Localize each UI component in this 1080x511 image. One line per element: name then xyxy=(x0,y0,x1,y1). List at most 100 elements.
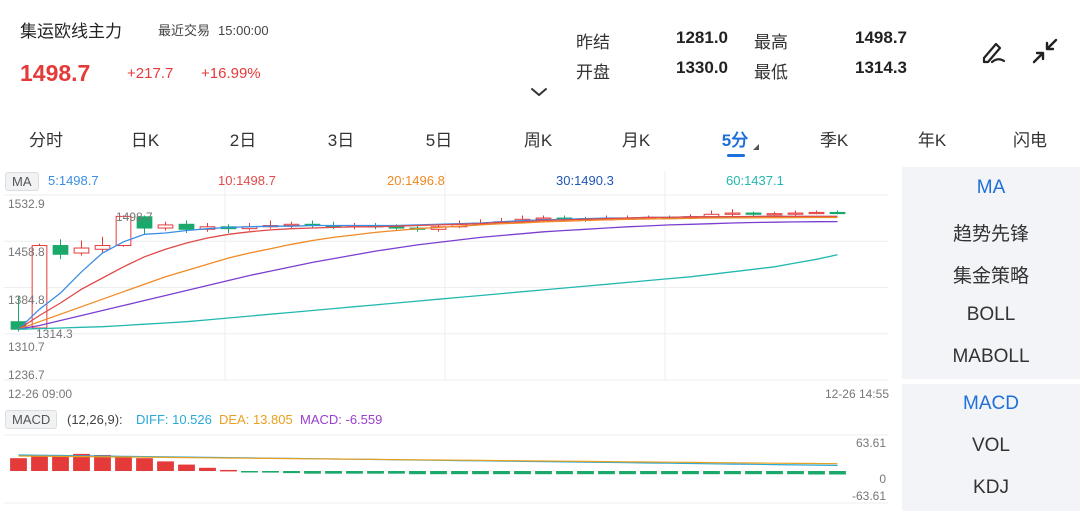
tab-5day[interactable]: 5日 xyxy=(425,131,453,150)
prev-settle-value: 1281.0 xyxy=(676,28,728,47)
indicator-ma[interactable]: MA xyxy=(976,177,1006,198)
kline-svg: 1532.9 1458.8 1384.8 1310.7 1236.7 1498.… xyxy=(4,171,889,504)
macd-bar xyxy=(535,471,552,475)
ma5-value: 5:1498.7 xyxy=(48,173,99,188)
macd-bar xyxy=(157,461,174,471)
instrument-title: 集运欧线主力 xyxy=(20,22,122,41)
ma-line-ma5 xyxy=(18,215,838,330)
candles xyxy=(10,209,846,332)
tab-5min[interactable]: 5分 xyxy=(721,131,749,150)
macd-diff: DIFF: 10.526 xyxy=(136,412,212,427)
macd-bar xyxy=(640,471,657,475)
macd-bar xyxy=(388,471,405,474)
macd-params: (12,26,9): xyxy=(67,412,123,427)
tab-3day[interactable]: 3日 xyxy=(327,131,355,150)
active-tab-indicator xyxy=(727,154,745,157)
macd-bar xyxy=(766,471,783,475)
tab-quarterly[interactable]: 季K xyxy=(819,131,849,150)
ma10-value: 10:1498.7 xyxy=(218,173,276,188)
candle-body xyxy=(94,245,111,250)
candle-body xyxy=(808,211,825,215)
macd-bar xyxy=(52,454,69,471)
indicator-macd[interactable]: MACD xyxy=(963,393,1019,414)
ma-line-ma20 xyxy=(18,216,838,330)
price-tick: 1310.7 xyxy=(8,340,45,354)
candle-body xyxy=(10,321,27,330)
candle-body xyxy=(115,215,132,247)
tab-weekly[interactable]: 周K xyxy=(523,131,553,150)
macd-bar xyxy=(73,453,90,471)
macd-bar xyxy=(808,471,825,475)
sub-indicator-group xyxy=(902,384,1080,511)
macd-bar xyxy=(598,471,615,475)
macd-value: MACD: -6.559 xyxy=(300,412,383,427)
kline-chart-area[interactable]: MA 5:1498.7 10:1498.7 20:1496.8 30:1490.… xyxy=(0,167,900,511)
macd-bar xyxy=(409,471,426,475)
low-value: 1314.3 xyxy=(855,58,907,77)
tab-daily[interactable]: 日K xyxy=(130,131,160,150)
macd-axis-bottom: -63.61 xyxy=(852,489,886,503)
macd-bar xyxy=(367,471,384,474)
indicator-kdj[interactable]: KDJ xyxy=(973,477,1009,498)
candle-body xyxy=(73,247,90,254)
indicator-maboll[interactable]: MABOLL xyxy=(952,346,1030,367)
tab-monthly[interactable]: 月K xyxy=(621,131,651,150)
open-label: 开盘 xyxy=(576,63,610,82)
indicator-trend-pioneer[interactable]: 趋势先锋 xyxy=(952,224,1029,245)
candle-body xyxy=(157,224,174,229)
ma60-value: 60:1437.1 xyxy=(726,173,784,188)
price-tick: 1532.9 xyxy=(8,197,45,211)
macd-bar xyxy=(745,471,762,475)
tab-flash[interactable]: 闪电 xyxy=(1013,131,1047,150)
macd-bar xyxy=(430,471,447,475)
macd-bar xyxy=(787,471,804,475)
macd-bar xyxy=(199,467,216,471)
price-tick: 1458.8 xyxy=(8,245,45,259)
macd-bar xyxy=(493,471,510,475)
macd-lines xyxy=(18,454,838,466)
indicator-vol[interactable]: VOL xyxy=(971,435,1011,456)
high-value: 1498.7 xyxy=(855,28,907,47)
candle-body xyxy=(745,212,762,215)
macd-badge[interactable]: MACD xyxy=(5,410,58,429)
macd-bar xyxy=(241,471,258,473)
ma20-value: 20:1496.8 xyxy=(387,173,445,188)
time-end: 12-26 14:55 xyxy=(825,387,889,401)
macd-bar xyxy=(556,471,573,475)
price-tick: 1384.8 xyxy=(8,293,45,307)
macd-bar xyxy=(829,471,846,475)
tab-yearly[interactable]: 年K xyxy=(917,131,947,150)
macd-bar xyxy=(304,471,321,474)
macd-bar xyxy=(577,471,594,475)
macd-bar xyxy=(220,469,237,472)
ma-badge[interactable]: MA xyxy=(5,172,39,191)
tab-dropdown-caret[interactable] xyxy=(753,144,759,150)
low-marker-label: 1314.3 xyxy=(36,327,73,341)
indicator-gold-strategy[interactable]: 集金策略 xyxy=(952,266,1029,287)
macd-bar xyxy=(346,471,363,474)
indicator-boll[interactable]: BOLL xyxy=(966,304,1016,325)
chevron-down-icon[interactable] xyxy=(530,86,548,98)
macd-bar xyxy=(703,471,720,475)
price-tick: 1236.7 xyxy=(8,368,45,382)
last-price: 1498.7 xyxy=(20,60,91,86)
ma-line-ma10 xyxy=(18,215,838,330)
macd-bar xyxy=(178,464,195,471)
high-label: 最高 xyxy=(754,33,788,52)
tab-intraday[interactable]: 分时 xyxy=(29,131,63,150)
macd-bar xyxy=(661,471,678,475)
macd-bar xyxy=(472,471,489,475)
time-start: 12-26 09:00 xyxy=(8,387,72,401)
candle-body xyxy=(178,223,195,230)
macd-bar xyxy=(115,456,132,471)
macd-bar xyxy=(10,458,27,471)
tab-2day[interactable]: 2日 xyxy=(229,131,257,150)
macd-bar xyxy=(682,471,699,475)
draw-icon[interactable] xyxy=(978,36,1008,66)
macd-bar xyxy=(724,471,741,475)
macd-bar xyxy=(451,471,468,475)
candle-body xyxy=(52,245,69,255)
last-trade: 最近交易 15:00:00 xyxy=(158,20,269,39)
ma30-value: 30:1490.3 xyxy=(556,173,614,188)
collapse-icon[interactable] xyxy=(1030,36,1060,66)
